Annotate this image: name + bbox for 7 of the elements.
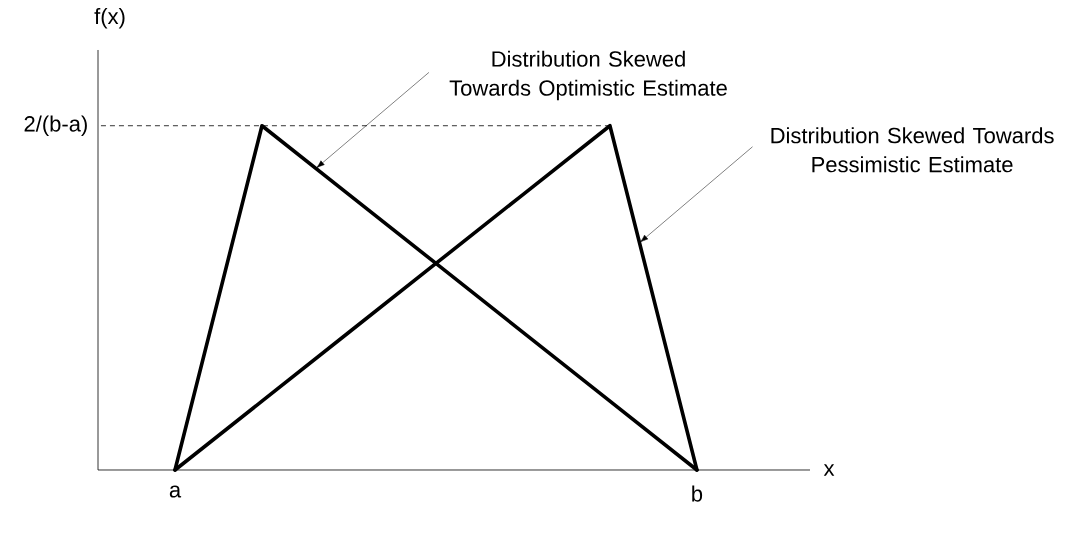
x-tick-label: b [692,485,703,502]
y-axis-title: f(x) [94,7,125,29]
text: Distribution Skewed Towards Optimistic Estimate [449,50,727,101]
x-axis-title: x [823,464,835,476]
ref-line-label: 2/(b-a) [24,115,87,136]
annotation: Distribution Skewed Towards Pessimistic Estimate [771,127,1054,173]
x-tick-label: a [169,485,182,498]
